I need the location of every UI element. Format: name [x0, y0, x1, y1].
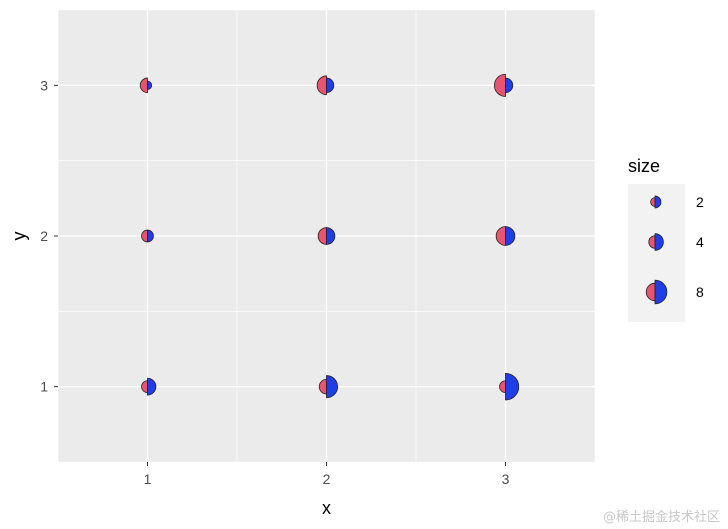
point-right-half	[147, 377, 157, 396]
legend-label: 8	[696, 284, 704, 300]
split-point	[139, 77, 153, 94]
y-axis-title: y	[9, 232, 29, 241]
split-point	[499, 372, 520, 401]
x-tick-label: 1	[144, 471, 152, 487]
split-point	[648, 233, 664, 251]
y-tick-label: 3	[40, 77, 48, 93]
split-point	[318, 375, 338, 399]
split-point	[141, 377, 157, 396]
point-right-half	[654, 279, 668, 305]
x-axis-title: x	[322, 498, 331, 518]
point-left-half	[139, 77, 148, 94]
point-left-half	[318, 378, 327, 395]
point-left-half	[316, 75, 327, 96]
point-left-half	[495, 226, 506, 246]
point-left-half	[494, 73, 506, 97]
point-right-half	[147, 80, 153, 90]
split-point	[317, 227, 336, 245]
point-left-half	[645, 282, 656, 302]
point-right-half	[326, 227, 336, 245]
point-right-half	[654, 195, 662, 209]
y-tick-label: 2	[40, 228, 48, 244]
split-point	[316, 75, 335, 96]
split-point	[645, 279, 668, 305]
legend-title: size	[628, 156, 660, 176]
points	[139, 73, 520, 401]
point-right-half	[326, 77, 335, 94]
watermark: @稀土掘金技术社区	[602, 510, 720, 525]
split-point	[141, 229, 154, 243]
legend: size 2 4 8	[628, 156, 704, 322]
legend-label: 4	[696, 234, 704, 250]
split-point	[495, 226, 516, 246]
point-right-half	[326, 375, 338, 399]
point-right-half	[505, 226, 516, 246]
x-tick-label: 2	[323, 471, 331, 487]
axes: 1 2 3 1 2 3	[40, 77, 509, 487]
split-point	[650, 195, 662, 209]
point-left-half	[317, 227, 327, 245]
legend-label: 2	[696, 194, 704, 210]
split-point	[494, 73, 514, 97]
point-right-half	[147, 229, 154, 243]
point-right-half	[654, 233, 664, 251]
point-right-half	[505, 372, 520, 401]
point-right-half	[505, 77, 514, 94]
y-tick-label: 1	[40, 379, 48, 395]
x-tick-label: 3	[502, 471, 510, 487]
